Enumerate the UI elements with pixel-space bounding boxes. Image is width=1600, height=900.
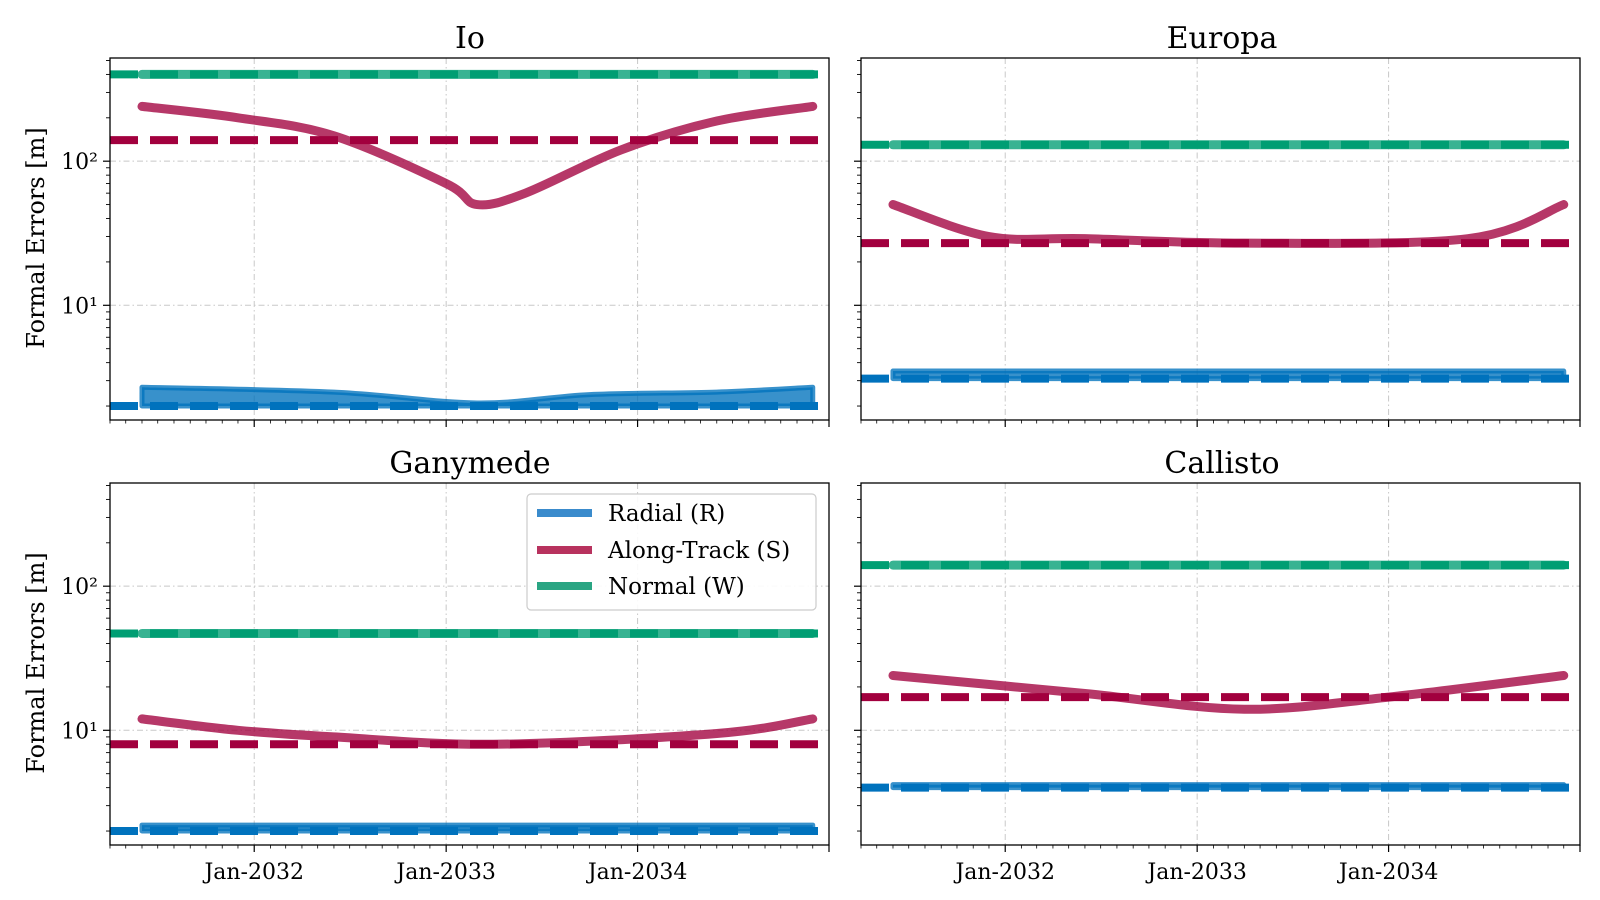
series-line-along-track-s xyxy=(888,200,1569,248)
legend-frame xyxy=(526,493,817,611)
plot-frame xyxy=(860,482,1581,846)
y-tick-label: 10² xyxy=(61,150,98,175)
y-axis-label-top: Formal Errors [m] xyxy=(22,127,50,348)
x-tick-label: Jan-2032 xyxy=(953,860,1055,885)
x-tick-label: Jan-2033 xyxy=(1145,860,1247,885)
legend-label-along-track: Along-Track (S) xyxy=(607,538,790,564)
legend-label-radial: Radial (R) xyxy=(608,501,725,527)
x-ticks: Jan-2032 Jan-2033 Jan-2034 xyxy=(109,845,830,885)
panel-title: Io xyxy=(455,21,485,56)
y-ticks: 10¹ 10² xyxy=(61,60,110,407)
panel-europa: Europa xyxy=(854,21,1581,427)
x-ticks xyxy=(860,420,1581,427)
series-group xyxy=(110,628,829,836)
x-tick-label: Jan-2034 xyxy=(586,860,688,885)
panel-title: Ganymede xyxy=(389,446,550,481)
panel-title: Callisto xyxy=(1164,446,1279,481)
panel-title: Europa xyxy=(1167,21,1278,56)
series-group xyxy=(110,69,829,411)
series-group xyxy=(861,140,1580,383)
plot-frame xyxy=(860,57,1581,421)
panel-plot: 10¹ 10² Jan-2032 Jan-2033 Jan-2034 xyxy=(61,482,830,885)
legend-label-normal: Normal (W) xyxy=(608,574,745,600)
y-ticks xyxy=(854,60,861,407)
plot-frame xyxy=(109,57,830,421)
panel-plot: Jan-2032 Jan-2033 Jan-2034 xyxy=(854,482,1581,885)
plot-frame xyxy=(109,482,830,846)
panel-plot: 10¹ 10² xyxy=(61,57,830,427)
grid xyxy=(110,58,829,420)
panel-io: Io 10¹ 10² xyxy=(61,21,830,427)
x-tick-label: Jan-2033 xyxy=(394,860,496,885)
x-ticks xyxy=(109,420,830,427)
x-ticks: Jan-2032 Jan-2033 Jan-2034 xyxy=(860,845,1581,885)
panel-plot xyxy=(854,57,1581,427)
y-ticks xyxy=(854,485,861,832)
series-group xyxy=(861,560,1580,792)
panel-callisto: Callisto Jan-2032 Jan-2033 Jan-2034 xyxy=(854,446,1581,885)
x-tick-label: Jan-2032 xyxy=(202,860,304,885)
series-line-along-track-s xyxy=(888,671,1569,714)
series-line-along-track-s xyxy=(137,101,818,210)
legend: Radial (R) Along-Track (S) Normal (W) xyxy=(526,493,817,611)
x-tick-label: Jan-2034 xyxy=(1337,860,1439,885)
y-tick-label: 10¹ xyxy=(61,719,98,744)
panel-ganymede: Ganymede 10¹ 10² Jan-2032 Jan-2033 Jan-2034 xyxy=(61,446,830,885)
y-ticks: 10¹ 10² xyxy=(61,485,110,832)
y-tick-label: 10² xyxy=(61,575,98,600)
y-axis-label-bottom: Formal Errors [m] xyxy=(22,552,50,773)
y-tick-label: 10¹ xyxy=(61,294,98,319)
